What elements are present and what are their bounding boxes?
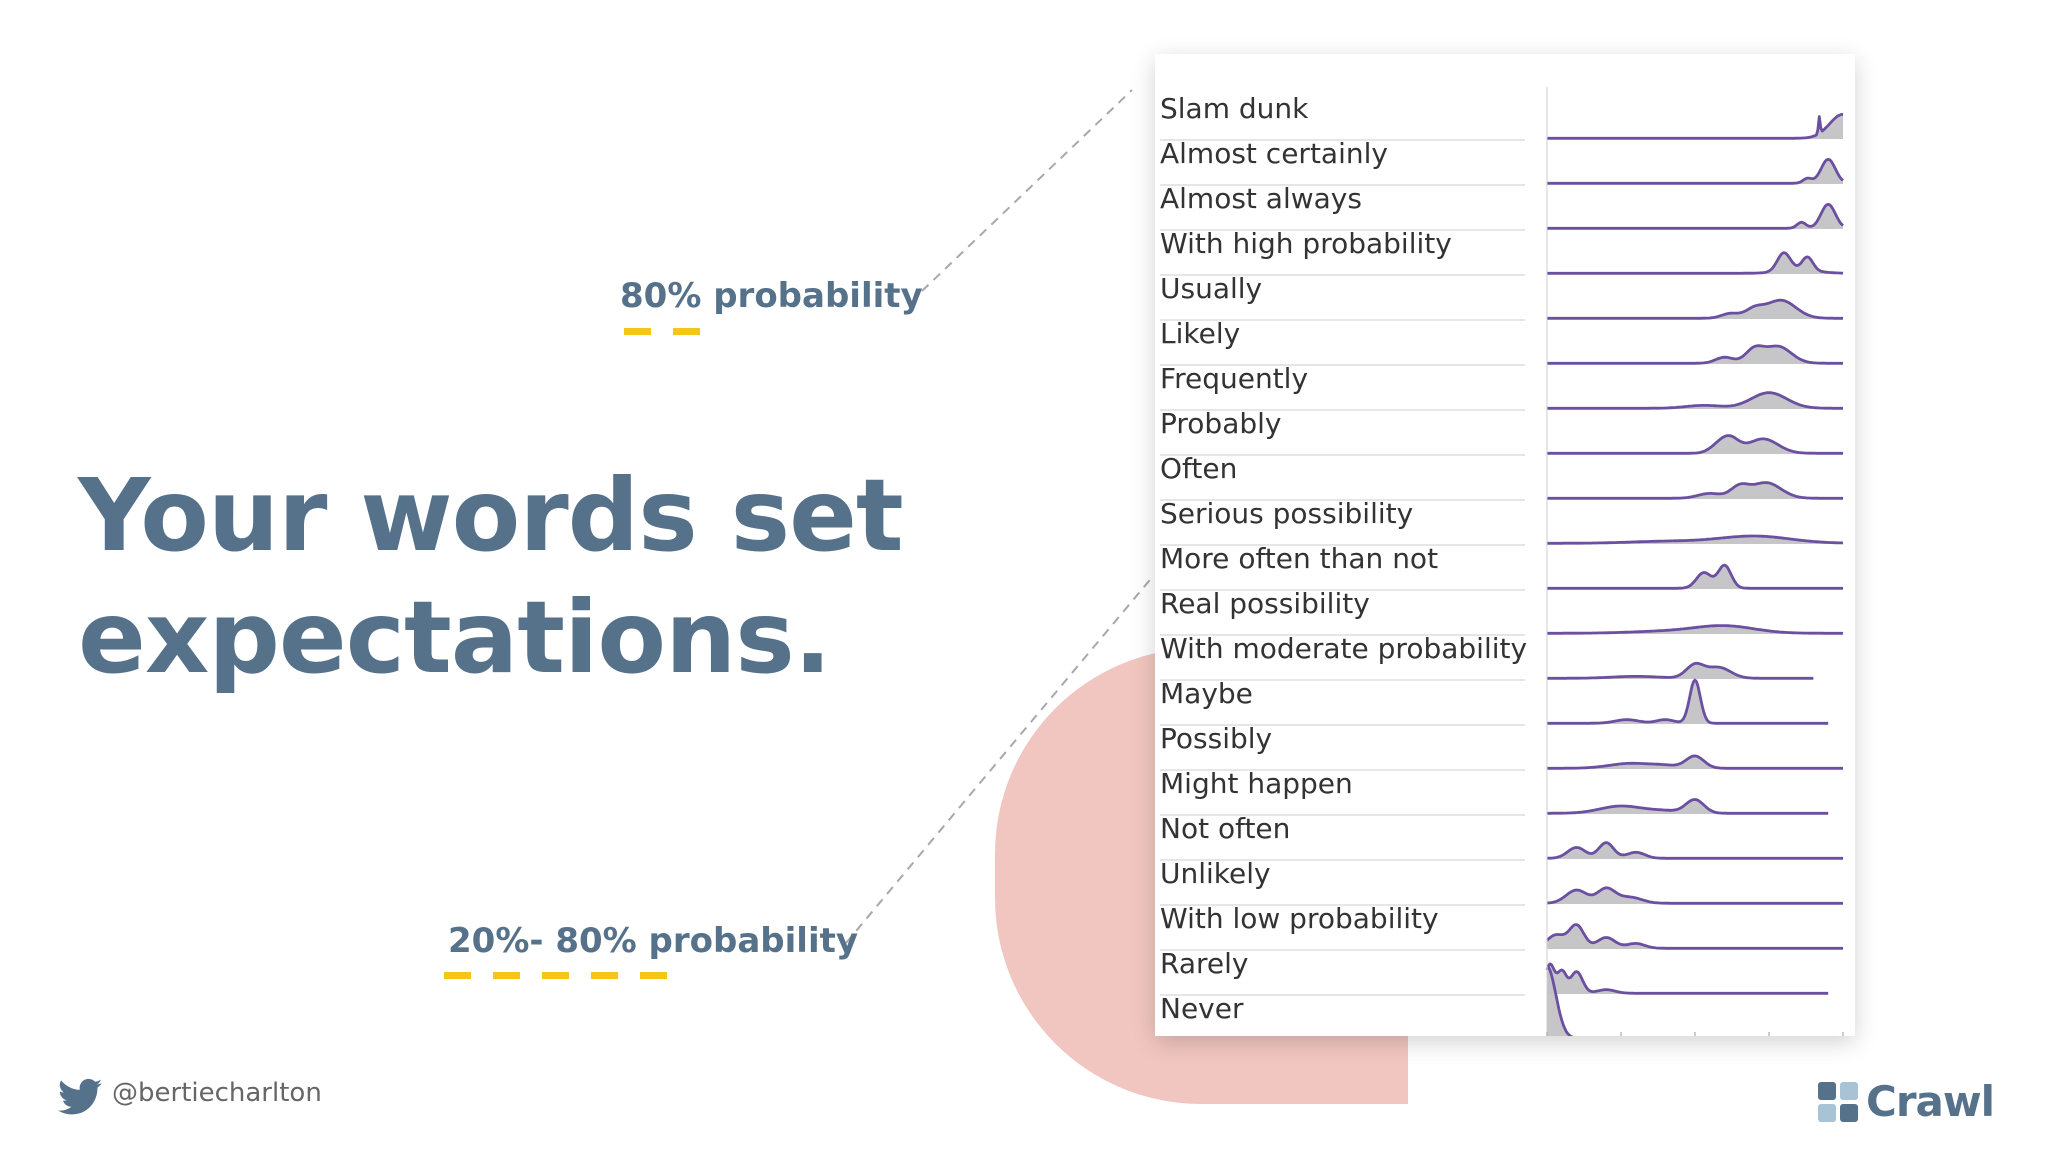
row-label-serious-possibility: Serious possibility bbox=[1160, 497, 1413, 530]
density-fill-often bbox=[1547, 482, 1843, 499]
density-fill-maybe bbox=[1547, 680, 1829, 724]
callout-20-80-percent: 20%- 80% probability bbox=[448, 921, 859, 961]
density-curve-serious-possibility bbox=[1547, 534, 1844, 545]
callout-20-80-percent-underline bbox=[444, 972, 667, 979]
headline-line-2: expectations. bbox=[78, 579, 832, 696]
density-fill-unlikely bbox=[1547, 887, 1843, 904]
density-fill-frequently bbox=[1547, 392, 1843, 409]
density-curve-might-happen bbox=[1547, 798, 1829, 815]
density-curve-possibly bbox=[1547, 754, 1843, 770]
density-curve-almost-always bbox=[1547, 202, 1844, 230]
row-label-with-moderate-probability: With moderate probability bbox=[1160, 632, 1527, 665]
density-curve-not-often bbox=[1547, 841, 1843, 860]
row-label-frequently: Frequently bbox=[1160, 362, 1308, 395]
row-label-not-often: Not often bbox=[1160, 812, 1290, 845]
row-label-possibly: Possibly bbox=[1160, 722, 1272, 755]
twitter-bird-icon[interactable] bbox=[58, 1078, 102, 1116]
row-label-almost-certainly: Almost certainly bbox=[1160, 137, 1388, 170]
ridgeline-chart: Slam dunk Almost certainly Almost always Wi… bbox=[1160, 87, 1844, 1036]
density-curve-rarely bbox=[1545, 962, 1829, 995]
row-label-with-high-probability: With high probability bbox=[1160, 227, 1452, 260]
density-curve-probably bbox=[1547, 434, 1843, 455]
chart-card: Slam dunk Almost certainly Almost always Wi… bbox=[1155, 54, 1855, 1036]
row-label-probably: Probably bbox=[1160, 407, 1281, 440]
density-curve-slam-dunk bbox=[1547, 112, 1844, 140]
twitter-handle[interactable]: @bertiecharlton bbox=[112, 1078, 322, 1108]
headline-line-1: Your words set bbox=[78, 457, 904, 574]
density-curve-maybe bbox=[1547, 678, 1829, 725]
row-label-never: Never bbox=[1160, 992, 1244, 1025]
callout-80-percent-underline bbox=[624, 328, 700, 335]
row-label-usually: Usually bbox=[1160, 272, 1262, 305]
density-fill-possibly bbox=[1547, 755, 1843, 769]
row-label-real-possibility: Real possibility bbox=[1160, 587, 1370, 620]
density-curve-real-possibility bbox=[1547, 624, 1843, 635]
callout-80-percent: 80% probability bbox=[620, 276, 923, 316]
density-curve-with-high-probability bbox=[1547, 251, 1843, 275]
headline: Your words set expectations. bbox=[78, 455, 904, 699]
row-label-slam-dunk: Slam dunk bbox=[1160, 92, 1309, 125]
row-label-unlikely: Unlikely bbox=[1160, 857, 1271, 890]
density-fill-likely bbox=[1547, 345, 1843, 364]
row-label-almost-always: Almost always bbox=[1160, 182, 1362, 215]
density-curve-frequently bbox=[1547, 391, 1843, 410]
density-curve-with-moderate-probability bbox=[1547, 661, 1814, 680]
row-label-likely: Likely bbox=[1160, 317, 1240, 350]
density-fill-usually bbox=[1547, 300, 1843, 319]
density-fill-never bbox=[1547, 966, 1571, 1036]
density-fill-might-happen bbox=[1547, 799, 1829, 814]
density-fill-almost-always bbox=[1547, 204, 1843, 229]
crawl-logo: Crawl bbox=[1818, 1077, 1995, 1126]
density-curve-with-low-probability bbox=[1546, 923, 1843, 950]
density-fill-almost-certainly bbox=[1547, 159, 1843, 184]
density-fill-more-often-than-not bbox=[1547, 565, 1843, 589]
density-fill-with-low-probability bbox=[1547, 924, 1843, 949]
density-fill-rarely bbox=[1547, 963, 1829, 994]
row-label-maybe: Maybe bbox=[1160, 677, 1253, 710]
density-fill-with-moderate-probability bbox=[1547, 663, 1814, 679]
row-label-might-happen: Might happen bbox=[1160, 767, 1353, 800]
row-label-with-low-probability: With low probability bbox=[1160, 902, 1439, 935]
density-curve-unlikely bbox=[1546, 886, 1843, 905]
crawl-logo-text: Crawl bbox=[1866, 1077, 1995, 1126]
density-curve-usually bbox=[1547, 298, 1843, 320]
row-label-often: Often bbox=[1160, 452, 1237, 485]
density-fill-with-high-probability bbox=[1547, 252, 1843, 274]
density-curve-likely bbox=[1547, 344, 1843, 365]
density-fill-slam-dunk bbox=[1547, 114, 1843, 139]
density-fill-not-often bbox=[1547, 842, 1843, 859]
density-curve-never bbox=[1546, 965, 1574, 1036]
density-curve-more-often-than-not bbox=[1547, 563, 1843, 590]
density-curve-often bbox=[1547, 481, 1843, 500]
crawl-logo-icon bbox=[1818, 1081, 1858, 1122]
density-curve-almost-certainly bbox=[1547, 157, 1844, 185]
row-label-more-often-than-not: More often than not bbox=[1160, 542, 1438, 575]
row-label-rarely: Rarely bbox=[1160, 947, 1248, 980]
